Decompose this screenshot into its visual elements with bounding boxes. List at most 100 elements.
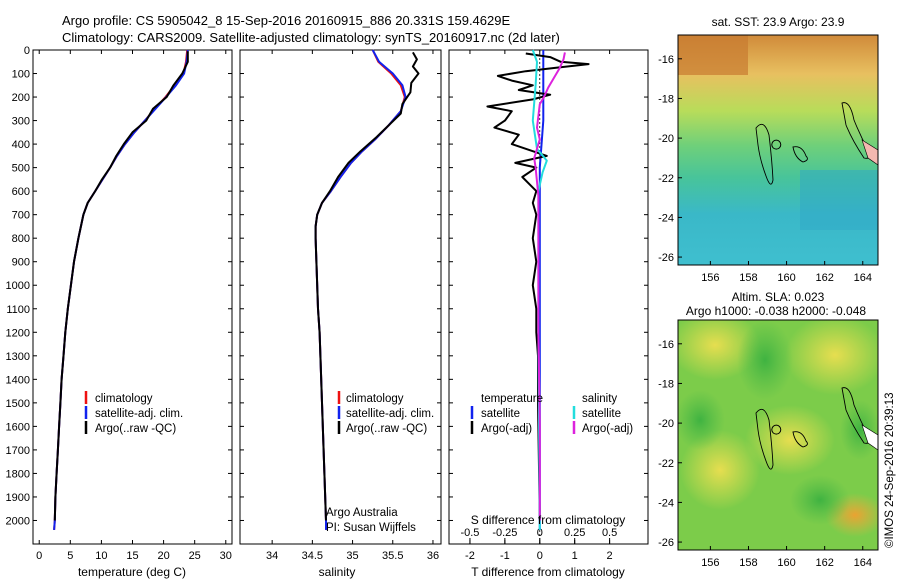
series-line-argo_s <box>533 52 566 521</box>
sla-low-2 <box>678 390 725 450</box>
difference-panel: -2 -1 0 1 2 -0.5 -0.25 0 0.25 0.5 T difference f… <box>448 49 649 579</box>
x-tick-label: 10 <box>95 550 107 562</box>
depth-tick-label: 1900 <box>6 492 30 504</box>
lon-tick-label: 160 <box>777 272 795 284</box>
depth-tick-label: 1100 <box>6 304 30 316</box>
sst-argo-marker <box>771 139 782 150</box>
sla-low-4 <box>840 400 878 460</box>
sst-map-frame <box>677 34 879 266</box>
legend-t-argo-label: Argo(-adj) <box>481 423 532 435</box>
depth-tick-label: 1500 <box>6 398 30 410</box>
sla-high-3 <box>745 405 835 475</box>
sst-reef-contour-3 <box>792 146 808 163</box>
sla-map-subtitle: Argo h1000: -0.038 h2000: -0.048 <box>686 304 866 318</box>
legend-argo-label: Argo(..raw -QC) <box>95 423 176 435</box>
x-tick-label: 0 <box>36 550 42 562</box>
legend-argo-label: Argo(..raw -QC) <box>346 423 427 435</box>
lon-tick-label: 156 <box>701 272 719 284</box>
lat-tick-label: -16 <box>658 339 674 351</box>
sst-reef-contour-1 <box>755 123 774 185</box>
depth-tick-label: 300 <box>12 116 30 128</box>
legend-satellite-label: satellite-adj. clim. <box>346 408 434 420</box>
lon-tick-label: 164 <box>854 272 872 284</box>
s-tick-label: -0.5 <box>460 527 479 539</box>
salinity-x-label: salinity <box>319 565 356 579</box>
depth-tick-label: 900 <box>12 257 30 269</box>
salinity-legend: climatology satellite-adj. clim. Argo(..… <box>337 391 434 435</box>
x-tick-label: 0 <box>537 550 543 562</box>
lat-tick-label: -20 <box>658 133 674 145</box>
depth-tick-label: 1600 <box>6 421 30 433</box>
series-line-argo <box>314 51 420 521</box>
depth-tick-label: 700 <box>12 210 30 222</box>
temperature-legend: climatology satellite-adj. clim. Argo(..… <box>84 391 183 435</box>
depth-tick-label: 1000 <box>6 280 30 292</box>
salinity-x-ticks: 34 34.5 35 35.5 36 <box>266 50 439 562</box>
sla-reef-contour-1 <box>755 408 774 470</box>
temperature-x-label: temperature (deg C) <box>78 565 186 579</box>
depth-tick-label: 1200 <box>6 327 30 339</box>
x-tick-label: 15 <box>126 550 138 562</box>
lat-tick-label: -26 <box>658 537 674 549</box>
depth-tick-label: 200 <box>12 92 30 104</box>
x-tick-label: 36 <box>427 550 439 562</box>
legend-climatology-label: climatology <box>95 393 153 405</box>
legend-s-argo-label: Argo(-adj) <box>582 423 633 435</box>
x-tick-label: 25 <box>189 550 201 562</box>
sla-map-frame <box>677 319 879 551</box>
depth-tick-label: 1400 <box>6 374 30 386</box>
sla-low-1 <box>737 320 793 400</box>
sla-high-2 <box>785 320 878 395</box>
depth-tick-label: 1800 <box>6 468 30 480</box>
depth-tick-label: 0 <box>24 45 30 57</box>
legend-climatology-label: climatology <box>346 393 404 405</box>
header-line-2: Climatology: CARS2009. Satellite-adjuste… <box>62 30 560 45</box>
lon-tick-label: 158 <box>739 557 757 569</box>
depth-tick-label: 400 <box>12 139 30 151</box>
s-tick-label: 0.25 <box>564 527 585 539</box>
lat-tick-label: -16 <box>658 54 674 66</box>
sst-coast <box>861 139 878 166</box>
sst-lon-ticks: 156 158 160 162 164 <box>701 261 872 284</box>
lon-tick-label: 160 <box>777 557 795 569</box>
difference-top-ticks: -0.5 -0.25 0 0.25 0.5 <box>460 527 617 544</box>
depth-ticks: 0 100 200 300 400 500 600 700 800 900 1000 1100 1200… <box>6 45 232 527</box>
sla-reef-contour-3 <box>792 431 808 448</box>
salinity-panel: 34 34.5 35 35.5 36 salinity climatology sate… <box>239 49 442 579</box>
legend-s-satellite-label: satellite <box>582 408 621 420</box>
s-tick-label: 0.5 <box>602 527 617 539</box>
lat-tick-label: -24 <box>658 497 674 509</box>
sla-lat-ticks: -16 -18 -20 -22 -24 -26 <box>658 339 682 549</box>
x-tick-label: 20 <box>157 550 169 562</box>
x-tick-label: 5 <box>67 550 73 562</box>
x-tick-label: -2 <box>465 550 475 562</box>
legend-t-satellite-label: satellite <box>481 408 520 420</box>
sst-map-title: sat. SST: 23.9 Argo: 23.9 <box>712 15 845 29</box>
x-tick-label: 34 <box>266 550 278 562</box>
sla-low-3 <box>790 475 850 525</box>
x-tick-label: 35.5 <box>382 550 403 562</box>
x-tick-label: 1 <box>572 550 578 562</box>
temperature-x-ticks: 0 5 10 15 20 25 30 <box>36 50 232 562</box>
x-tick-label: 34.5 <box>302 550 323 562</box>
lat-tick-label: -24 <box>658 212 674 224</box>
lat-tick-label: -20 <box>658 418 674 430</box>
x-tick-label: 35 <box>346 550 358 562</box>
difference-legend: temperature satellite Argo(-adj) salinit… <box>470 393 633 435</box>
x-tick-label: -1 <box>500 550 510 562</box>
temperature-panel: 0100200300400500600700800900100011001200… <box>6 45 233 579</box>
sst-map: sat. SST: 23.9 Argo: 23.9 156 158 160 162 16… <box>658 15 879 284</box>
sla-lon-ticks: 156 158 160 162 164 <box>701 546 872 569</box>
series-line-satellite <box>53 49 189 530</box>
sla-argo-marker <box>771 424 782 435</box>
difference-x-label: T difference from climatology <box>471 565 625 579</box>
salinity-depth-ticks <box>240 49 441 521</box>
lat-tick-label: -22 <box>658 173 674 185</box>
sst-cool-patch <box>800 170 878 230</box>
series-line-argo <box>486 52 590 521</box>
difference-depth-ticks <box>449 49 648 521</box>
sst-lat-ticks: -16 -18 -20 -22 -24 -26 <box>658 54 682 264</box>
imos-stamp: ©IMOS 24-Sep-2016 20:39:13 <box>884 392 896 548</box>
temperature-series <box>53 49 189 530</box>
